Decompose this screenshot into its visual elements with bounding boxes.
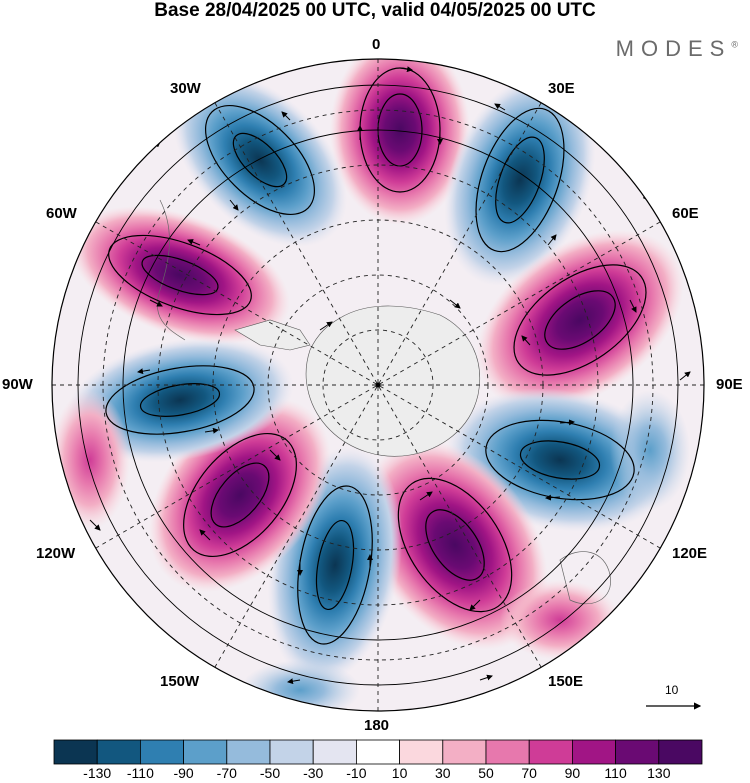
colorbar-tick-label: 90 — [564, 765, 581, 781]
weak-negative-cell — [610, 390, 690, 510]
weak-positive-cell — [52, 390, 130, 530]
lon-label-0: 0 — [372, 36, 381, 53]
weak-positive-cell — [500, 580, 620, 660]
colorbar-swatch — [53, 739, 98, 765]
lon-label-150w: 150W — [160, 673, 200, 690]
positive-cell — [362, 440, 548, 650]
colorbar-tick-label: -10 — [346, 765, 367, 781]
colorbar-swatch — [183, 739, 228, 765]
colorbar-swatch — [269, 739, 314, 765]
map-title: Base 28/04/2025 00 UTC, valid 04/05/2025… — [154, 0, 596, 21]
colorbar-tick-label: 130 — [647, 765, 671, 781]
colorbar-swatch — [139, 739, 184, 765]
anomaly-cells — [52, 59, 690, 711]
colorbar-swatch — [615, 739, 660, 765]
lon-label-120w: 120W — [36, 545, 76, 562]
lon-label-60w: 60W — [46, 205, 77, 222]
colorbar-tick-label: -110 — [126, 765, 154, 781]
colorbar-swatch — [572, 739, 617, 765]
positive-cell — [476, 229, 684, 411]
lon-label-90w: 90W — [2, 376, 33, 393]
map-boundary — [51, 58, 705, 712]
colorbar-tick-label: 30 — [435, 765, 451, 781]
colorbar-swatch — [96, 739, 141, 765]
antarctic-peninsula — [234, 319, 311, 351]
colorbar-swatch — [442, 739, 487, 765]
registered-mark: ® — [731, 39, 738, 50]
lon-label-30w: 30W — [170, 80, 201, 97]
modes-logo: MODES® — [616, 36, 738, 62]
colorbar-tick-label: 110 — [604, 765, 627, 781]
colorbar-swatch — [355, 739, 400, 765]
colorbar-tick-label: 50 — [478, 765, 494, 781]
graticule — [52, 59, 704, 711]
lon-label-120e: 120E — [672, 545, 708, 562]
brand-text: MODES — [615, 36, 732, 61]
colorbar-swatch — [226, 739, 271, 765]
negative-cell — [444, 73, 596, 287]
colorbar-tick-label: -50 — [259, 765, 281, 781]
weak-negative-cell — [240, 660, 360, 711]
coastline — [157, 199, 186, 341]
lon-label-90e: 90E — [716, 376, 743, 393]
colorbar-tick-label: 70 — [521, 765, 537, 781]
colorbar-tick-labels: -130 -110 -90 -70 -50 -30 -10 10 30 50 70 90 110 130 — [0, 765, 750, 783]
colorbar-tick-label: 10 — [391, 765, 408, 781]
colorbar-tick-label: -70 — [216, 765, 237, 781]
lon-label-60e: 60E — [672, 205, 699, 222]
field-layer — [52, 59, 704, 711]
colorbar-tick-label: -130 — [83, 765, 112, 781]
negative-cell — [172, 72, 348, 248]
lon-label-180: 180 — [364, 717, 390, 734]
colorbar-swatch — [658, 739, 703, 765]
colorbar-swatch — [312, 739, 357, 765]
positive-cell — [330, 59, 470, 225]
colorbar-swatch — [485, 739, 530, 765]
colorbar-swatch — [528, 739, 573, 765]
colorbar — [53, 739, 703, 765]
positive-cell — [70, 206, 290, 344]
lon-label-150e: 150E — [548, 673, 584, 690]
colorbar-tick-label: -30 — [303, 765, 324, 781]
lon-label-30e: 30E — [548, 80, 575, 97]
reference-vector-value: 10 — [665, 683, 679, 697]
south-pole-marker — [375, 382, 381, 388]
colorbar-swatch — [399, 739, 444, 765]
colorbar-tick-label: -90 — [173, 765, 194, 781]
